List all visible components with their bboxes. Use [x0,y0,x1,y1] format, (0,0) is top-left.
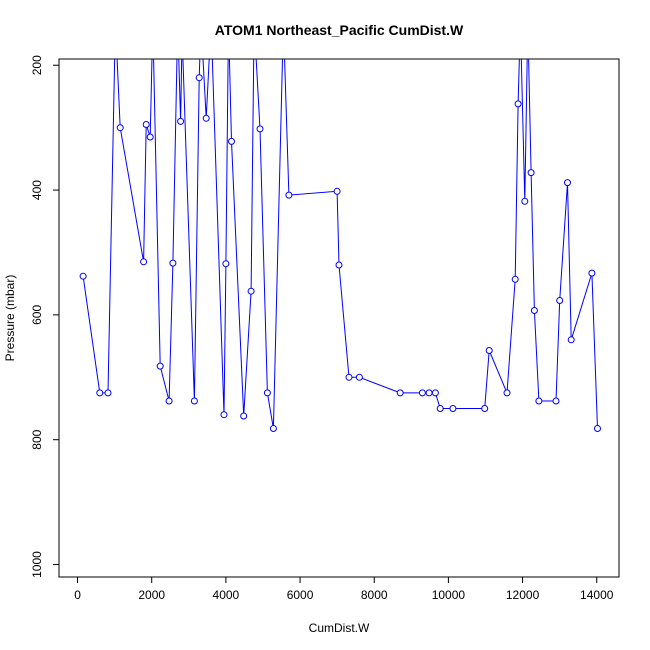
data-point [140,258,148,266]
data-point [530,307,538,314]
data-point [202,114,210,122]
data-point [169,259,177,267]
y-tick-label: 800 [30,429,44,449]
data-point [517,19,523,25]
data-point [525,19,531,25]
chart-title: ATOM1 Northeast_Pacific CumDist.W [215,22,464,38]
data-point [146,133,154,141]
data-point [588,269,596,277]
y-axis: 200 400 600 800 1000 [30,55,59,578]
data-point [190,397,198,405]
data-point [527,169,535,177]
x-tick-label: 8000 [361,588,388,602]
data-point [79,272,87,280]
y-tick-label: 600 [30,305,44,325]
data-point [521,197,529,205]
data-point [564,179,571,187]
data-point [228,137,235,145]
data-point [594,425,601,432]
data-point [208,19,214,25]
x-tick-label: 14000 [580,588,614,602]
x-tick-label: 4000 [213,588,240,602]
data-point [449,405,457,412]
x-tick-label: 0 [74,588,81,602]
data-point [256,125,264,133]
data-point [240,412,248,420]
x-axis-label: CumDist.W [309,621,370,635]
x-tick-label: 2000 [138,588,165,602]
data-point [535,397,543,405]
data-point [431,389,439,397]
y-tick-label: 200 [30,55,44,75]
data-point [481,405,489,412]
data-point [177,117,185,125]
data-point [165,397,173,405]
data-point [436,405,444,412]
data-point [345,373,353,381]
data-point [104,389,112,397]
data-point [96,389,104,397]
data-point [198,19,204,25]
data-point [142,121,150,128]
data-point [195,74,203,82]
data-point [175,19,181,25]
x-axis: 0 2000 4000 6000 8000 10000 12000 14000 [74,577,614,602]
plot-frame [58,58,620,578]
data-point [503,389,511,397]
y-tick-label: 1000 [30,551,44,578]
data-point [514,100,522,108]
x-tick-label: 6000 [287,588,314,602]
data-point [511,275,519,283]
data-point [556,297,564,304]
data-point [179,31,185,37]
data-point [156,362,164,370]
data-point [116,124,124,132]
data-point [335,261,343,269]
data-point [150,19,156,25]
data-point [418,389,426,397]
data-point [269,425,277,432]
y-axis-label: Pressure (mbar) [3,275,17,362]
data-point [285,191,293,199]
data-point [485,347,493,354]
data-point [552,397,560,405]
plot-area [79,19,601,432]
data-point [222,260,230,268]
x-tick-label: 12000 [506,588,540,602]
y-tick-label: 400 [30,180,44,200]
x-tick-label: 10000 [432,588,466,602]
data-point [333,187,341,195]
data-point [263,389,271,397]
data-point [355,373,363,381]
data-point [396,389,404,397]
series-points [79,19,601,432]
data-point [425,389,433,397]
data-point [220,411,228,419]
data-point [247,287,255,295]
data-point [112,19,118,25]
data-point [567,336,575,344]
